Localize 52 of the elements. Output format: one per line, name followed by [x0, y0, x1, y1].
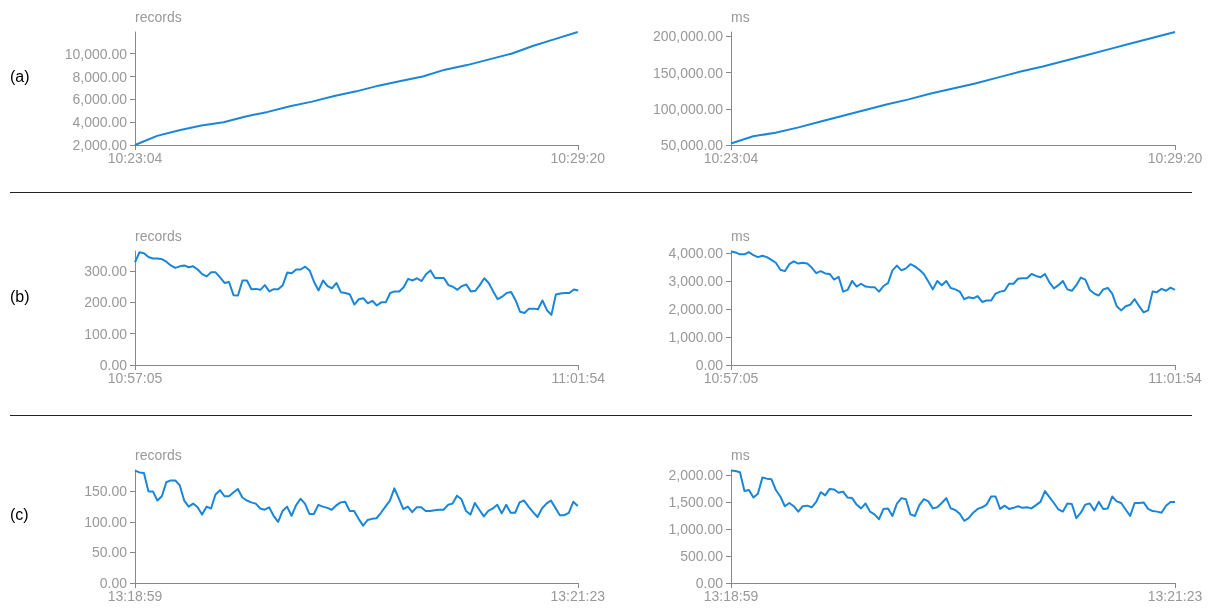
y-tick-label: 0.00	[695, 575, 724, 591]
y-tick-label: 200.00	[84, 294, 128, 311]
y-tick-label: 1,000.00	[668, 520, 724, 537]
y-tick-label: 1,000.00	[668, 328, 724, 345]
text: (b)	[10, 287, 30, 305]
x-tick-label: 13:18:59	[107, 588, 163, 604]
y-tick-label: 100.00	[84, 513, 128, 530]
x-tick-label: 10:57:05	[107, 370, 163, 386]
x-tick-label: 10:23:04	[107, 150, 163, 166]
y-axis-title: ms	[731, 447, 750, 463]
y-tick-label: 2,000.00	[72, 137, 128, 153]
line-series	[730, 250, 1176, 314]
line-series	[134, 251, 580, 316]
y-tick-label: 10,000.00	[64, 45, 128, 62]
y-tick-label: 4,000.00	[668, 244, 724, 261]
x-tick-label: 13:18:59	[703, 588, 759, 604]
y-tick-label: 150,000.00	[652, 64, 724, 81]
y-tick-label: 8,000.00	[72, 68, 128, 85]
x-tick-label: 10:57:05	[703, 370, 759, 386]
y-tick-label: 3,000.00	[668, 272, 724, 289]
y-tick-label: 6,000.00	[72, 91, 128, 108]
x-tick-label: 11:01:54	[1148, 370, 1202, 386]
y-tick-label: 4,000.00	[72, 114, 128, 131]
x-tick-label: 10:29:20	[550, 150, 606, 166]
y-axis-title: ms	[731, 9, 750, 25]
x-tick-label: 13:21:23	[550, 588, 606, 604]
y-axis-title: ms	[731, 228, 750, 244]
x-tick-label: 10:23:04	[703, 150, 759, 166]
y-tick-label: 500.00	[680, 547, 724, 564]
y-tick-label: 200,000.00	[652, 28, 724, 45]
line-series	[730, 469, 1176, 522]
y-tick-label: 0.00	[99, 357, 128, 373]
y-tick-label: 300.00	[84, 263, 128, 280]
text: (c)	[10, 506, 29, 523]
text: (a)	[10, 68, 30, 85]
line-series	[134, 469, 579, 527]
y-tick-label: 100,000.00	[652, 100, 724, 117]
y-axis-title: records	[135, 447, 182, 463]
y-tick-label: 2,000.00	[668, 466, 724, 483]
x-tick-label: 13:21:23	[1147, 588, 1203, 604]
y-tick-label: 0.00	[695, 357, 724, 373]
y-tick-label: 50,000.00	[660, 137, 724, 153]
y-tick-label: 50.00	[91, 544, 128, 561]
x-tick-label: 11:01:54	[551, 370, 606, 386]
y-tick-label: 1,500.00	[668, 493, 724, 510]
y-tick-label: 0.00	[99, 575, 128, 591]
y-tick-label: 100.00	[84, 325, 128, 342]
x-tick-label: 10:29:20	[1147, 150, 1203, 166]
y-axis-title: records	[135, 9, 182, 25]
y-axis-title: records	[135, 228, 182, 244]
y-tick-label: 2,000.00	[668, 300, 724, 317]
y-tick-label: 150.00	[84, 483, 128, 500]
